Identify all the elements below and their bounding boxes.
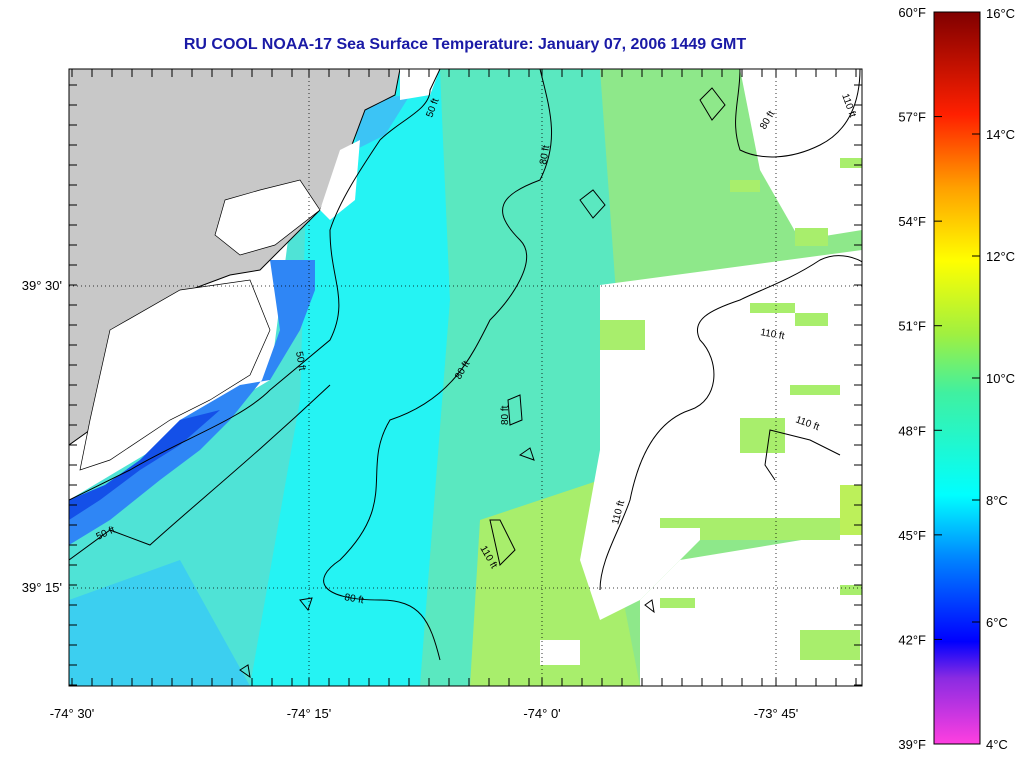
celsius-label: 10°C <box>986 371 1015 386</box>
contour-110ft <box>735 69 861 158</box>
fahrenheit-label: 51°F <box>898 319 926 334</box>
graticule <box>69 69 862 686</box>
fahrenheit-label: 48°F <box>898 423 926 438</box>
axis-ticks <box>69 69 862 686</box>
contour-label: 50 ft <box>293 351 307 372</box>
celsius-scale: 16°C 14°C 12°C 10°C 8°C 6°C 4°C <box>986 6 1015 752</box>
fahrenheit-label: 57°F <box>898 110 926 125</box>
bathymetry-contours <box>69 69 862 679</box>
celsius-label: 8°C <box>986 493 1008 508</box>
lat-label: 39° 15' <box>22 580 62 595</box>
fahrenheit-label: 60°F <box>898 5 926 20</box>
contour-label: 80 ft <box>538 144 552 165</box>
contour-110ft-east <box>764 429 841 481</box>
axis-labels: -74° 30' -74° 15' -74° 0' -73° 45' 39° 3… <box>22 278 798 721</box>
fahrenheit-label: 45°F <box>898 528 926 543</box>
sst-field <box>69 69 862 686</box>
contour-50ft-south <box>69 384 331 561</box>
fahrenheit-label: 54°F <box>898 214 926 229</box>
contour-label: 80 ft <box>343 592 364 606</box>
contour-50ft <box>69 69 441 501</box>
celsius-label: 16°C <box>986 6 1015 21</box>
contour-label: 110 ft <box>759 327 785 342</box>
fahrenheit-label: 42°F <box>898 632 926 647</box>
fahrenheit-label: 39°F <box>898 737 926 752</box>
temperature-colorbar: 60°F 57°F 54°F 51°F 48°F 45°F 42°F 39°F 16°C 14°… <box>898 5 1015 752</box>
lat-label: 39° 30' <box>22 278 62 293</box>
celsius-label: 4°C <box>986 737 1008 752</box>
contour-80ft <box>323 69 552 661</box>
celsius-label: 14°C <box>986 127 1015 142</box>
celsius-label: 12°C <box>986 249 1015 264</box>
map-frame <box>68 68 863 687</box>
lon-label: -73° 45' <box>754 706 799 721</box>
contour-label: 80 ft <box>500 405 511 425</box>
lon-label: -74° 15' <box>287 706 332 721</box>
fahrenheit-scale: 60°F 57°F 54°F 51°F 48°F 45°F 42°F 39°F <box>898 5 926 752</box>
map-title: RU COOL NOAA-17 Sea Surface Temperature:… <box>183 36 747 53</box>
map-panel: 50 ft 50 ft 50 ft 80 ft 80 ft 80 ft 80 f… <box>69 69 862 686</box>
lon-label: -74° 0' <box>523 706 560 721</box>
lon-label: -74° 30' <box>50 706 95 721</box>
contour-110ft-mid <box>599 255 862 591</box>
celsius-label: 6°C <box>986 615 1008 630</box>
